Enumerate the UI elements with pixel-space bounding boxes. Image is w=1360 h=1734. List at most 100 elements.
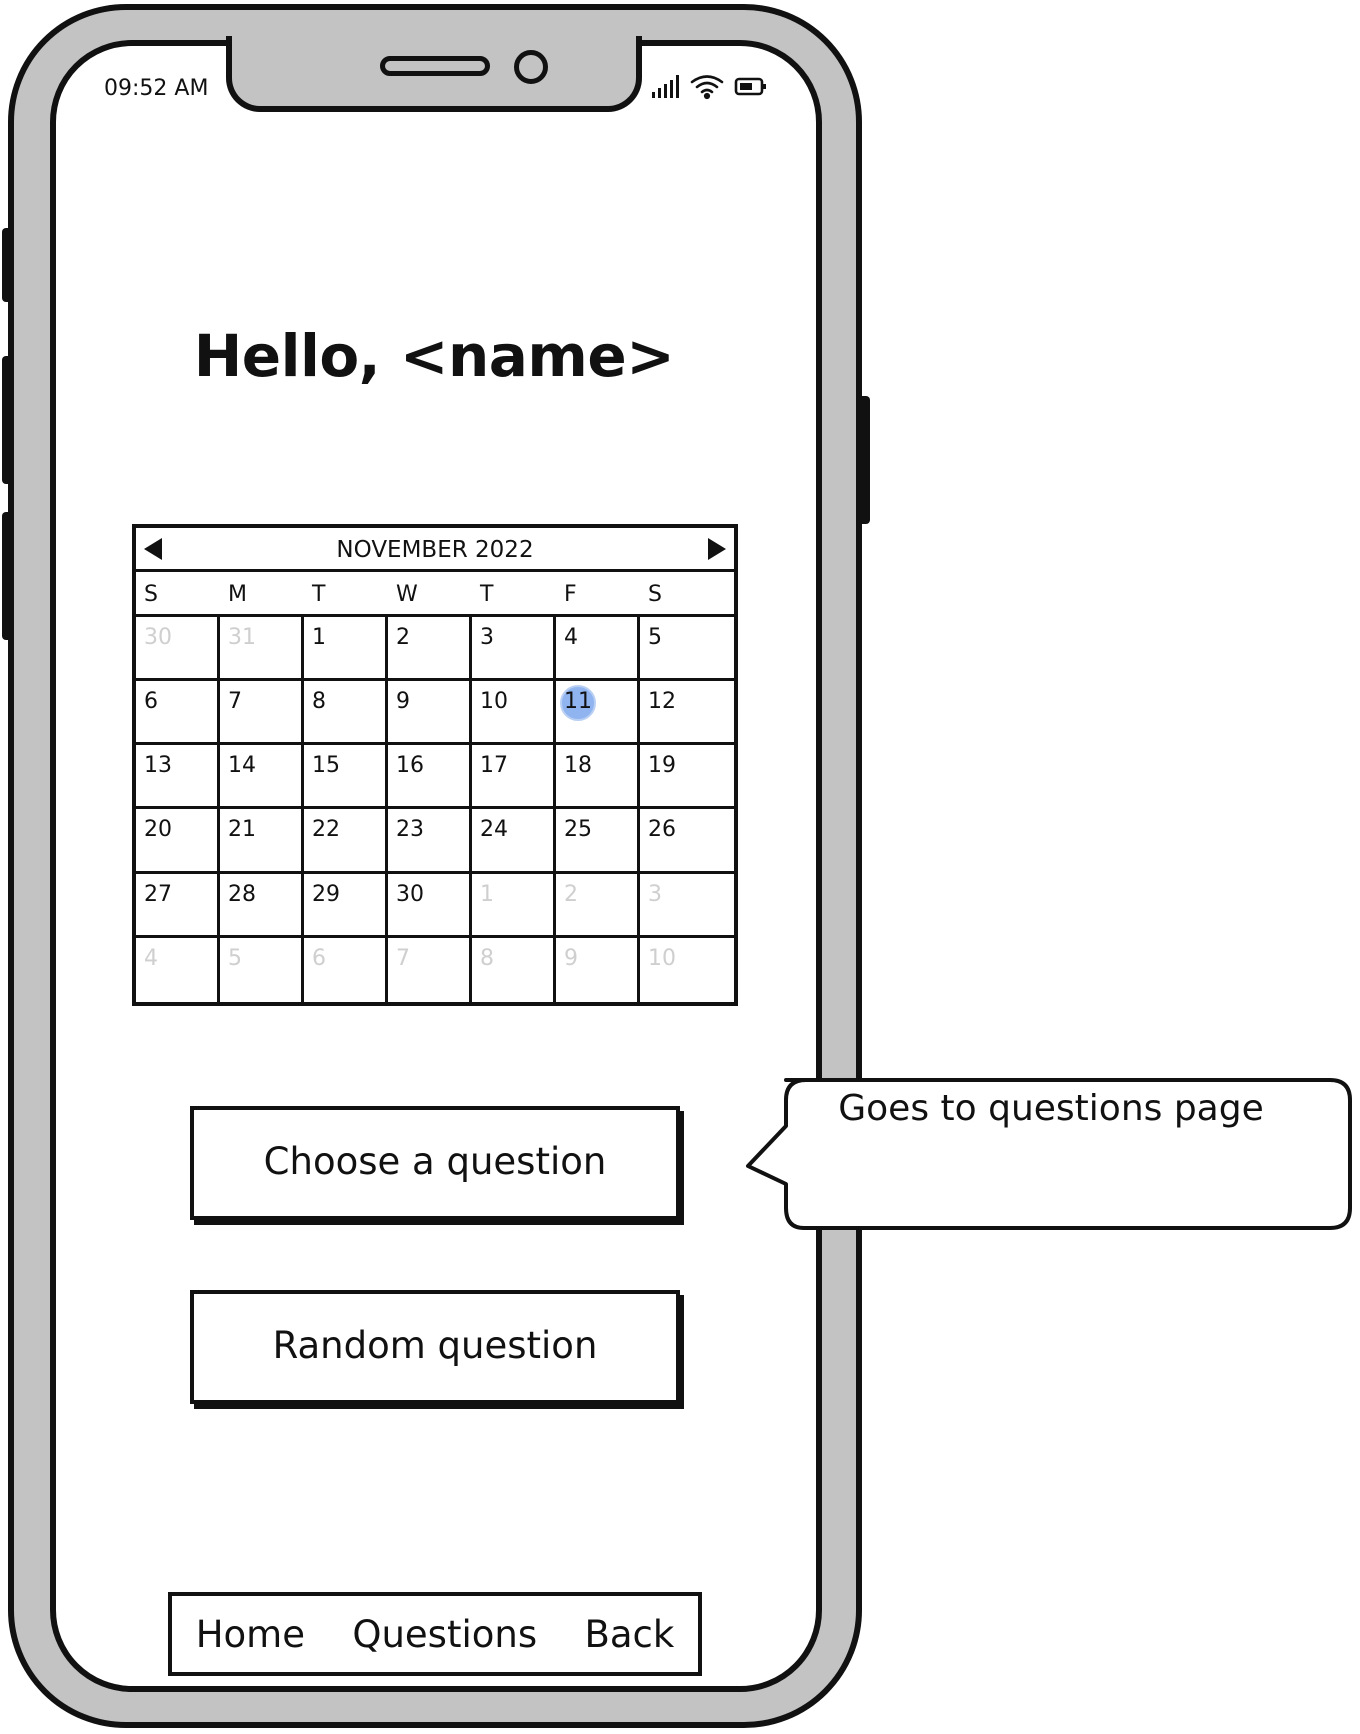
calendar-day[interactable]: 4 bbox=[556, 617, 640, 682]
calendar-day[interactable]: 3 bbox=[472, 617, 556, 682]
calendar-day[interactable]: 5 bbox=[220, 937, 304, 1002]
weekday-label: T bbox=[480, 582, 494, 607]
callout-text: Goes to questions page bbox=[838, 1088, 1264, 1129]
calendar-day-number: 7 bbox=[228, 689, 242, 715]
calendar-day-number: 30 bbox=[144, 625, 172, 650]
weekday-label: W bbox=[396, 582, 418, 607]
calendar-day[interactable]: 2 bbox=[388, 617, 472, 682]
calendar-day-number: 15 bbox=[312, 753, 340, 779]
calendar-day-number: 28 bbox=[228, 881, 256, 907]
calendar-day-number: 19 bbox=[648, 753, 676, 779]
selected-day-highlight bbox=[560, 685, 596, 722]
calendar-day[interactable]: 10 bbox=[640, 938, 734, 1002]
calendar-day-number: 6 bbox=[144, 689, 158, 715]
calendar-day[interactable]: 6 bbox=[136, 681, 220, 746]
calendar-day[interactable]: 21 bbox=[220, 809, 304, 874]
calendar-day[interactable]: 15 bbox=[304, 745, 388, 810]
nav-home[interactable]: Home bbox=[195, 1612, 305, 1656]
nav-back[interactable]: Back bbox=[584, 1612, 675, 1656]
calendar-day[interactable]: 20 bbox=[136, 809, 220, 874]
calendar-day[interactable]: 22 bbox=[304, 809, 388, 874]
weekday-label: F bbox=[564, 582, 577, 607]
calendar-day[interactable]: 8 bbox=[472, 937, 556, 1002]
front-camera bbox=[514, 50, 548, 84]
calendar-day[interactable]: 14 bbox=[220, 745, 304, 810]
calendar-day[interactable]: 6 bbox=[304, 937, 388, 1002]
weekday-label: T bbox=[312, 582, 326, 607]
calendar-day-number: 6 bbox=[312, 945, 326, 971]
calendar-day[interactable]: 7 bbox=[220, 681, 304, 746]
calendar-day[interactable]: 23 bbox=[388, 809, 472, 874]
calendar-day-number: 10 bbox=[480, 689, 508, 715]
calendar-day-number: 9 bbox=[396, 689, 410, 715]
nav-questions[interactable]: Questions bbox=[352, 1612, 538, 1656]
calendar-day[interactable]: 29 bbox=[304, 873, 388, 938]
calendar-widget: NOVEMBER 2022 S M T W T F S 30 31 1 2 3 4 5 6 7 8… bbox=[132, 524, 738, 1006]
calendar-day[interactable]: 2 bbox=[556, 873, 640, 938]
calendar-day-number: 30 bbox=[396, 881, 424, 907]
calendar-day[interactable]: 18 bbox=[556, 745, 640, 810]
prev-month-arrow-icon[interactable] bbox=[144, 538, 162, 560]
battery-icon bbox=[734, 77, 766, 96]
calendar-day[interactable]: 26 bbox=[640, 809, 734, 874]
greeting-heading: Hello, <name> bbox=[193, 322, 675, 390]
calendar-day-selected[interactable]: 11 bbox=[556, 681, 640, 746]
calendar-day-number: 3 bbox=[480, 625, 494, 650]
bottom-nav: Home Questions Back bbox=[168, 1592, 702, 1676]
calendar-day[interactable]: 1 bbox=[472, 873, 556, 938]
calendar-day[interactable]: 27 bbox=[136, 873, 220, 938]
calendar-day[interactable]: 4 bbox=[136, 937, 220, 1002]
calendar-day[interactable]: 25 bbox=[556, 809, 640, 874]
choose-question-button[interactable]: Choose a question bbox=[190, 1106, 680, 1220]
calendar-day-number: 4 bbox=[564, 625, 578, 650]
calendar-day[interactable]: 3 bbox=[640, 874, 734, 938]
calendar-day-number: 12 bbox=[648, 689, 676, 715]
calendar-day-number: 11 bbox=[564, 689, 592, 715]
calendar-day[interactable]: 10 bbox=[472, 681, 556, 746]
calendar-day-number: 24 bbox=[480, 817, 508, 843]
calendar-day-number: 22 bbox=[312, 817, 340, 843]
calendar-day[interactable]: 5 bbox=[640, 617, 734, 682]
calendar-day[interactable]: 13 bbox=[136, 745, 220, 810]
calendar-day[interactable]: 1 bbox=[304, 617, 388, 682]
calendar-day-number: 1 bbox=[312, 625, 326, 650]
wifi-icon bbox=[690, 75, 724, 100]
weekday-label: S bbox=[144, 582, 158, 607]
calendar-day-number: 20 bbox=[144, 817, 172, 843]
calendar-day-number: 2 bbox=[396, 625, 410, 650]
calendar-weekday-row: S M T W T F S bbox=[136, 572, 734, 617]
calendar-day[interactable]: 8 bbox=[304, 681, 388, 746]
calendar-day-number: 27 bbox=[144, 881, 172, 907]
calendar-day[interactable]: 17 bbox=[472, 745, 556, 810]
calendar-day-number: 25 bbox=[564, 817, 592, 843]
calendar-day[interactable]: 24 bbox=[472, 809, 556, 874]
calendar-day[interactable]: 12 bbox=[640, 681, 734, 746]
calendar-day[interactable]: 30 bbox=[136, 617, 220, 682]
calendar-month-label: NOVEMBER 2022 bbox=[336, 537, 534, 563]
calendar-day[interactable]: 19 bbox=[640, 745, 734, 810]
speaker-grille bbox=[380, 56, 490, 76]
calendar-day-number: 23 bbox=[396, 817, 424, 843]
random-question-button[interactable]: Random question bbox=[190, 1290, 680, 1404]
calendar-day[interactable]: 31 bbox=[220, 617, 304, 682]
calendar-day-number: 9 bbox=[564, 945, 578, 971]
calendar-day[interactable]: 9 bbox=[388, 681, 472, 746]
cellular-signal-icon bbox=[652, 75, 679, 98]
calendar-day[interactable]: 9 bbox=[556, 937, 640, 1002]
calendar-day-number: 5 bbox=[228, 945, 242, 971]
calendar-day[interactable]: 16 bbox=[388, 745, 472, 810]
calendar-day[interactable]: 28 bbox=[220, 873, 304, 938]
calendar-day[interactable]: 30 bbox=[388, 873, 472, 938]
calendar-day-number: 3 bbox=[648, 881, 662, 907]
calendar-day-grid: 30 31 1 2 3 4 5 6 7 8 9 10 11 12 13 14 15 16 17 18 19 20 21 22 2… bbox=[136, 617, 734, 1002]
side-button-volume-up bbox=[2, 356, 12, 484]
calendar-day-number: 21 bbox=[228, 817, 256, 843]
status-time: 09:52 AM bbox=[104, 76, 209, 101]
calendar-day[interactable]: 7 bbox=[388, 937, 472, 1002]
next-month-arrow-icon[interactable] bbox=[708, 538, 726, 560]
calendar-day-number: 26 bbox=[648, 817, 676, 843]
calendar-day-number: 18 bbox=[564, 753, 592, 779]
calendar-day-number: 17 bbox=[480, 753, 508, 779]
side-button-silent bbox=[2, 228, 12, 302]
